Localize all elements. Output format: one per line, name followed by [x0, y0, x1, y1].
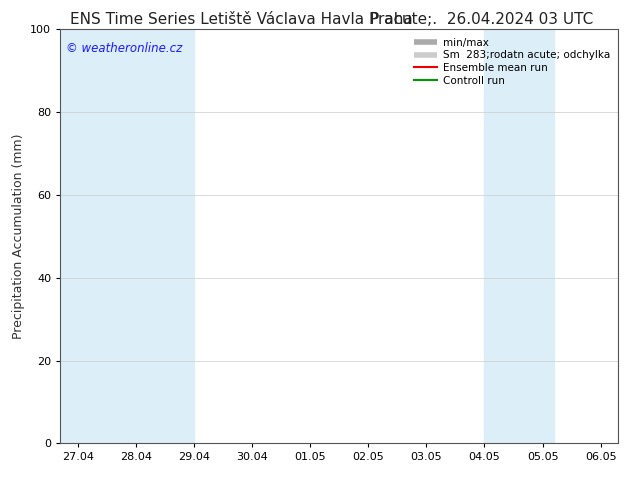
Y-axis label: Precipitation Accumulation (mm): Precipitation Accumulation (mm): [11, 134, 25, 339]
Bar: [60, 29, 127, 443]
Bar: [484, 29, 554, 443]
Text: P acute;.  26.04.2024 03 UTC: P acute;. 26.04.2024 03 UTC: [370, 12, 593, 27]
Text: ENS Time Series Letiště Václava Havla Praha: ENS Time Series Letiště Václava Havla Pr…: [70, 12, 412, 27]
Bar: [618, 29, 634, 443]
Bar: [127, 29, 194, 443]
Legend: min/max, Sm  283;rodatn acute; odchylka, Ensemble mean run, Controll run: min/max, Sm 283;rodatn acute; odchylka, …: [411, 35, 613, 89]
Text: © weatheronline.cz: © weatheronline.cz: [66, 42, 182, 55]
